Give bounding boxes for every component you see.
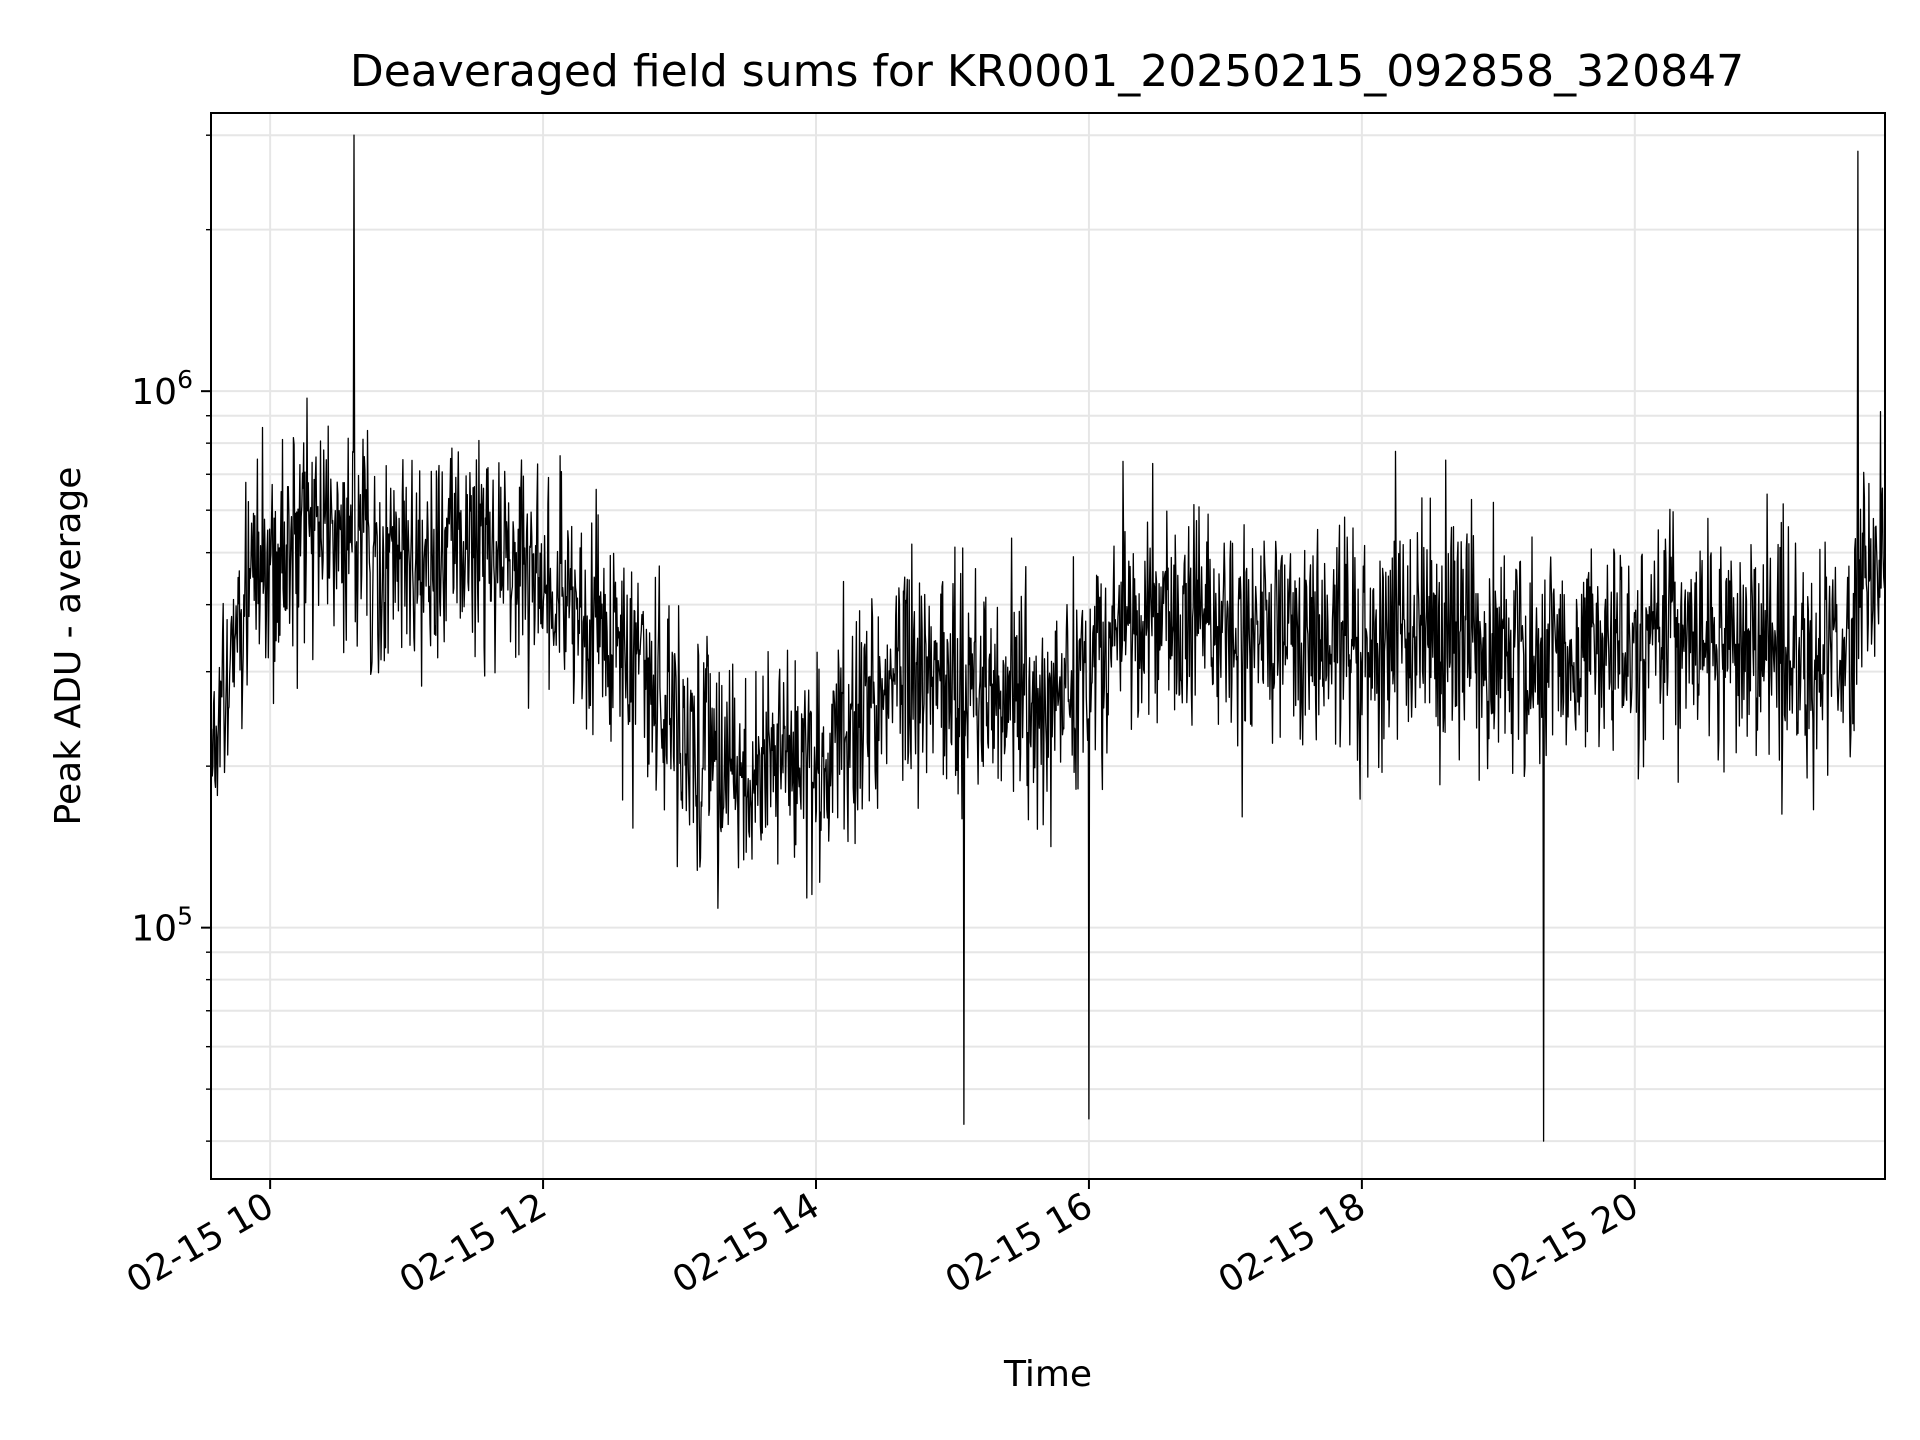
plot-frame bbox=[210, 112, 1886, 1180]
y-tick-label: 106 bbox=[131, 365, 193, 413]
x-tick-label: 02-15 16 bbox=[939, 1185, 1100, 1301]
x-tick-label: 02-15 12 bbox=[393, 1185, 554, 1301]
x-axis: 02-15 10 02-15 12 02-15 14 02-15 16 02-15 18… bbox=[120, 1179, 1645, 1302]
x-tick-label: 02-15 10 bbox=[120, 1185, 281, 1301]
y-tick-label: 105 bbox=[131, 902, 193, 950]
y-axis-label: Peak ADU - average bbox=[48, 467, 89, 826]
chart-title: Deaveraged field sums for KR0001_2025021… bbox=[350, 46, 1744, 97]
series-line bbox=[210, 134, 1886, 1142]
x-tick-label: 02-15 14 bbox=[666, 1185, 827, 1301]
x-axis-label: Time bbox=[1003, 1354, 1092, 1395]
y-axis: 105 106 bbox=[131, 134, 211, 1142]
x-tick-label: 02-15 18 bbox=[1212, 1185, 1373, 1301]
x-tick-label: 02-15 20 bbox=[1485, 1185, 1646, 1301]
